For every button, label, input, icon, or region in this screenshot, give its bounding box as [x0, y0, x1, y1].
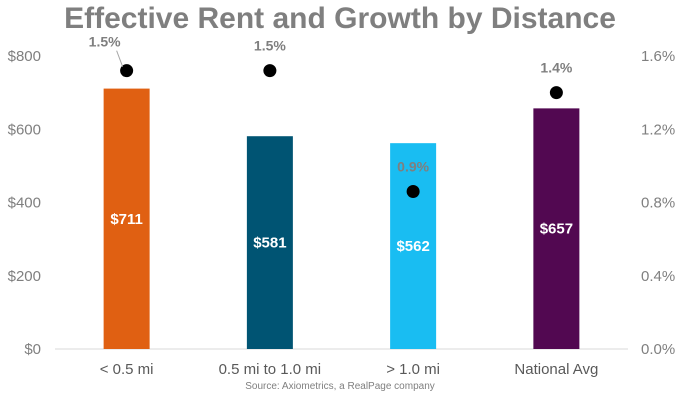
x-tick-label: < 0.5 mi — [100, 361, 154, 378]
point-value-label: 1.5% — [254, 38, 286, 54]
y2-tick-label: 0.8% — [641, 195, 675, 212]
y-tick-label: $400 — [8, 195, 41, 212]
bar-value-label: $657 — [540, 221, 573, 238]
point-label-leader — [116, 50, 124, 67]
y-tick-label: $0 — [24, 341, 41, 358]
x-tick-label: 0.5 mi to 1.0 mi — [219, 361, 322, 378]
point-value-label: 1.4% — [540, 60, 572, 76]
y-tick-label: $800 — [8, 48, 41, 65]
growth-point — [263, 64, 277, 78]
growth-point — [120, 64, 134, 78]
growth-point — [549, 86, 563, 100]
bar — [246, 136, 293, 349]
y2-tick-label: 0.4% — [641, 268, 675, 285]
y-tick-label: $200 — [8, 268, 41, 285]
y2-tick-label: 0.0% — [641, 341, 675, 358]
bar — [390, 143, 437, 349]
bar-value-label: $562 — [396, 238, 429, 255]
bar-value-label: $581 — [253, 235, 286, 252]
y2-tick-label: 1.6% — [641, 48, 675, 65]
chart-source: Source: Axiometrics, a RealPage company — [245, 381, 435, 392]
y2-tick-label: 1.2% — [641, 121, 675, 138]
bar — [533, 108, 580, 349]
y-tick-label: $600 — [8, 121, 41, 138]
x-tick-label: National Avg — [514, 361, 598, 378]
bar — [103, 88, 150, 349]
chart-title: Effective Rent and Growth by Distance — [64, 2, 616, 35]
x-tick-label: > 1.0 mi — [386, 361, 440, 378]
bar-value-label: $711 — [110, 211, 143, 228]
point-value-label: 1.5% — [89, 34, 121, 50]
point-value-label: 0.9% — [397, 159, 429, 175]
growth-point — [406, 185, 420, 199]
